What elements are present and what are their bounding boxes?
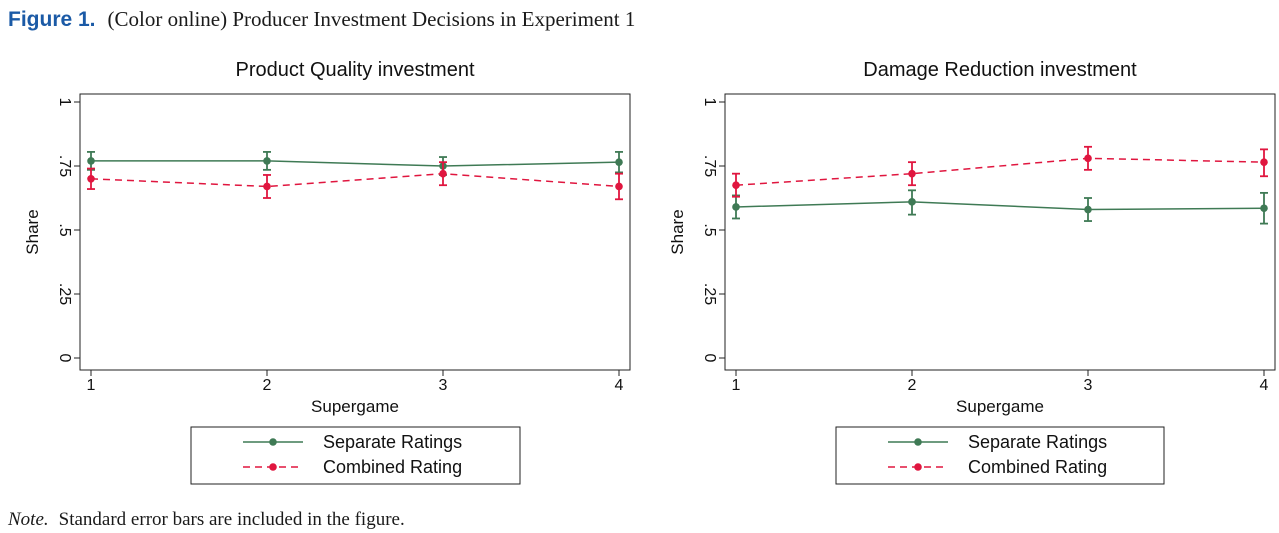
- series-separate-ratings: [87, 151, 623, 176]
- plot-frame: [79, 93, 631, 371]
- series-line: [735, 201, 1265, 211]
- y-tick-label: .75: [56, 155, 73, 177]
- figure-note: Note. Standard error bars are included i…: [7, 509, 405, 530]
- y-tick-label: .5: [701, 223, 718, 236]
- series-line: [90, 172, 620, 188]
- x-tick-label: 1: [732, 377, 741, 394]
- y-tick-label: 0: [56, 354, 73, 363]
- legend-label: Separate Ratings: [323, 432, 462, 452]
- data-point: [732, 181, 740, 189]
- x-tick-label: 3: [1084, 377, 1093, 394]
- x-axis-label: Supergame: [956, 397, 1044, 416]
- x-tick-label: 1: [87, 377, 96, 394]
- data-point: [908, 198, 916, 206]
- y-tick-label: .25: [56, 283, 73, 305]
- data-point: [263, 157, 271, 165]
- series-combined-rating: [732, 145, 1268, 198]
- caption-text: (Color online) Producer Investment Decis…: [108, 7, 636, 31]
- x-tick-label: 4: [1260, 377, 1269, 394]
- x-axis-label: Supergame: [311, 397, 399, 416]
- y-axis-label: Share: [23, 209, 42, 254]
- data-point: [732, 203, 740, 211]
- legend-label: Separate Ratings: [968, 432, 1107, 452]
- data-point: [615, 158, 623, 166]
- plot-frame: [724, 93, 1276, 371]
- legend-box: [835, 426, 1165, 485]
- legend-label: Combined Rating: [968, 457, 1107, 477]
- y-tick-label: 0: [701, 354, 718, 363]
- chart-title: Product Quality investment: [236, 59, 475, 81]
- y-tick-label: .25: [701, 283, 718, 305]
- chart-legend: Separate Ratings Combined Rating: [190, 426, 521, 485]
- data-point: [439, 169, 447, 178]
- series-combined-rating: [87, 161, 623, 201]
- chart-title: Damage Reduction investment: [863, 59, 1137, 81]
- note-label: Note.: [7, 509, 49, 530]
- legend-swatch-marker: [914, 438, 922, 446]
- data-point: [263, 182, 271, 191]
- data-point: [1084, 154, 1092, 163]
- y-tick-label: 1: [701, 98, 718, 107]
- legend-swatch-marker: [269, 463, 277, 471]
- data-point: [1084, 205, 1092, 214]
- data-point: [1260, 158, 1268, 166]
- data-point: [615, 182, 623, 191]
- chart-panel-damage-reduction: Damage Reduction investment 0 .25 .5 .75 1 Sha…: [668, 59, 1276, 485]
- data-point: [87, 157, 95, 165]
- y-tick-label: .75: [701, 155, 718, 177]
- caption: Figure 1. (Color online) Producer Invest…: [8, 7, 635, 31]
- series-separate-ratings: [732, 189, 1268, 225]
- x-tick-label: 4: [615, 377, 624, 394]
- y-tick-label: .5: [56, 223, 73, 236]
- data-point: [908, 169, 916, 178]
- x-tick-label: 3: [439, 377, 448, 394]
- y-axis-label: Share: [668, 209, 687, 254]
- legend-label: Combined Rating: [323, 457, 462, 477]
- caption-label: Figure 1.: [8, 8, 96, 31]
- series-line: [91, 160, 620, 167]
- chart-legend: Separate Ratings Combined Rating: [835, 426, 1165, 485]
- chart-panel-product-quality: Product Quality investment 0 .25 .5 .75 1 Shar…: [23, 59, 631, 485]
- series-line: [735, 157, 1265, 186]
- data-point: [1260, 204, 1268, 213]
- legend-swatch-marker: [269, 438, 277, 446]
- note-text: Standard error bars are included in the …: [59, 509, 405, 530]
- x-tick-label: 2: [263, 377, 272, 394]
- legend-box: [190, 426, 521, 485]
- x-tick-label: 2: [908, 377, 917, 394]
- legend-swatch-marker: [914, 463, 922, 471]
- y-tick-label: 1: [56, 98, 73, 107]
- data-point: [87, 175, 95, 183]
